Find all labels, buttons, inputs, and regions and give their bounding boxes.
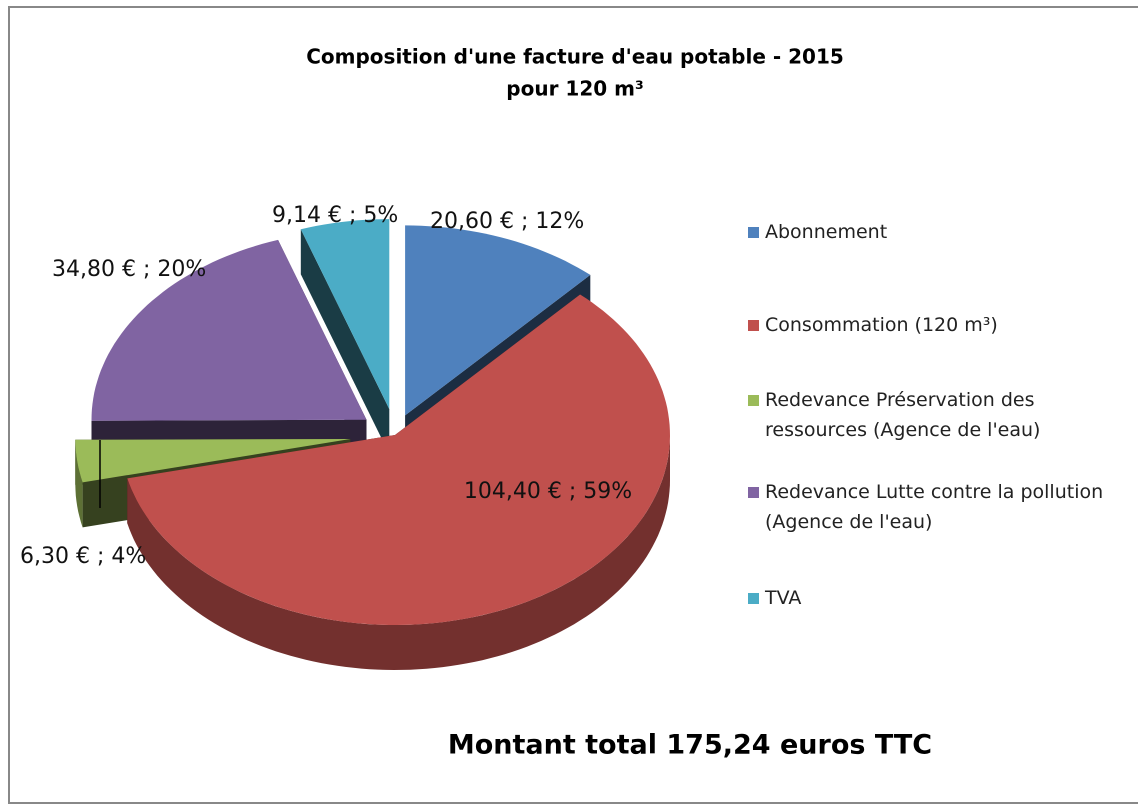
legend-label: Redevance Lutte contre la pollution (Age… (765, 481, 1104, 533)
legend-label: Abonnement (765, 221, 888, 243)
legend-swatch (748, 593, 759, 604)
legend-label: Redevance Préservation des ressources (A… (765, 389, 1041, 441)
slice (127, 294, 671, 625)
data-label: 34,80 € ; 20% (52, 257, 206, 282)
data-label: 9,14 € ; 5% (272, 203, 398, 228)
chart-subtitle: pour 120 m³ (506, 77, 643, 101)
slice (300, 219, 390, 410)
slice (91, 239, 367, 421)
data-label: 20,60 € ; 12% (430, 209, 584, 234)
data-label: 104,40 € ; 59% (464, 479, 632, 504)
legend-swatch (748, 227, 759, 238)
legend-swatch (748, 320, 759, 331)
slice-side (127, 435, 671, 670)
legend-label: TVA (765, 587, 802, 609)
frame (8, 6, 1138, 804)
slice-side (75, 439, 83, 528)
slice-wall (300, 229, 390, 455)
legend-swatch (748, 395, 759, 406)
legend-swatch (748, 487, 759, 498)
chart-title: Composition d'une facture d'eau potable … (306, 45, 844, 69)
annotation: Montant total 175,24 euros TTC (448, 730, 932, 761)
slice (75, 439, 351, 483)
legend-label: Consommation (120 m³) (765, 314, 998, 336)
data-label: 6,30 € ; 4% (20, 544, 146, 569)
slice (405, 225, 591, 416)
